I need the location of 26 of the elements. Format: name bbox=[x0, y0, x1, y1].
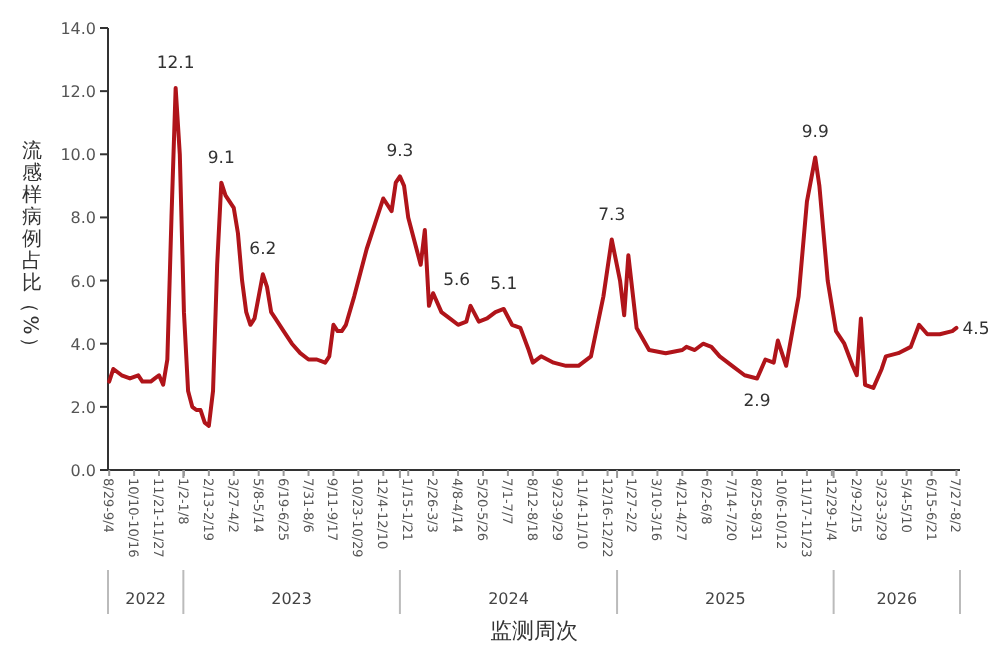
data-label: 4.5 bbox=[962, 319, 990, 340]
data-label: 9.1 bbox=[207, 148, 235, 169]
y-tick-label: 8.0 bbox=[70, 209, 96, 228]
line-series bbox=[107, 85, 959, 428]
data-label: 9.9 bbox=[801, 123, 829, 144]
data-label: 9.3 bbox=[386, 142, 414, 163]
y-tick-label: 0.0 bbox=[70, 462, 96, 480]
x-axis-title: 监测周次 bbox=[490, 618, 578, 644]
y-tick-label: 2.0 bbox=[70, 398, 96, 417]
text: 2026 bbox=[876, 590, 918, 608]
y-tick-label: 4.0 bbox=[70, 335, 96, 354]
y-axis-title: 流感样病例占比（%） bbox=[18, 141, 42, 357]
data-label: 6.2 bbox=[249, 240, 277, 261]
text: 2025 bbox=[704, 590, 746, 608]
data-label: 5.6 bbox=[443, 271, 471, 292]
text: 2022 bbox=[125, 590, 167, 608]
y-tick-label: 12.0 bbox=[60, 83, 96, 102]
data-label: 2.9 bbox=[743, 392, 771, 413]
text: 2024 bbox=[488, 590, 529, 608]
data-label: 5.1 bbox=[490, 274, 518, 295]
y-tick-label: 6.0 bbox=[70, 272, 96, 291]
data-label: 12.1 bbox=[156, 53, 195, 74]
text: 2023 bbox=[271, 590, 312, 608]
data-label: 7.3 bbox=[598, 205, 626, 226]
y-tick-label: 10.0 bbox=[60, 146, 96, 165]
y-tick-label: 14.0 bbox=[60, 20, 96, 38]
